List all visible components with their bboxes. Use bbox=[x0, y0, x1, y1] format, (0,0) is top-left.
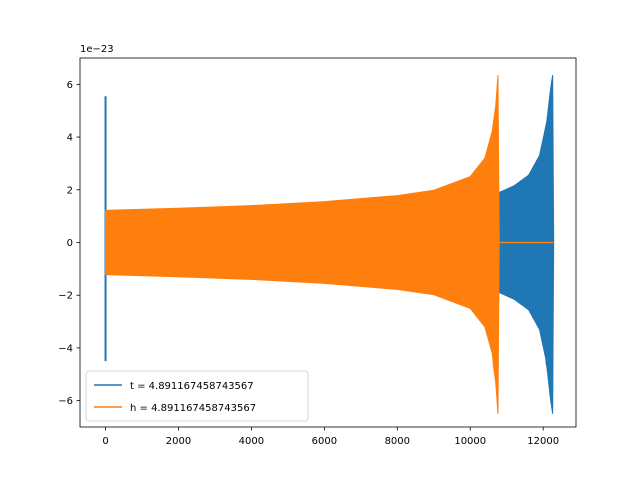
y-tick-label: 2 bbox=[67, 185, 73, 196]
x-tick-label: 12000 bbox=[527, 436, 559, 447]
legend[interactable]: t = 4.891167458743567 h = 4.8911674587435… bbox=[85, 370, 309, 422]
y-offset-text: 1e−23 bbox=[80, 44, 114, 55]
x-tick-label: 8000 bbox=[385, 436, 410, 447]
series-2 bbox=[105, 75, 554, 414]
legend-box bbox=[85, 370, 309, 422]
y-tick-label: 0 bbox=[67, 238, 73, 249]
legend-label-2: h = 4.891167458743567 bbox=[130, 403, 256, 414]
y-tick-label: −4 bbox=[58, 343, 73, 354]
x-tick-label: 6000 bbox=[312, 436, 337, 447]
x-tick-label: 2000 bbox=[166, 436, 191, 447]
y-tick-label: −6 bbox=[58, 396, 73, 407]
y-tick-label: −2 bbox=[58, 291, 73, 302]
plot-area bbox=[104, 75, 555, 414]
y-tick-label: 6 bbox=[67, 80, 73, 91]
series-2-band bbox=[105, 75, 500, 414]
y-axis: −6 −4 −2 0 2 4 6 bbox=[58, 80, 80, 407]
x-axis: 0 2000 4000 6000 8000 10000 12000 bbox=[102, 427, 559, 447]
x-tick-label: 0 bbox=[102, 436, 108, 447]
y-tick-label: 4 bbox=[67, 133, 73, 144]
legend-label-1: t = 4.891167458743567 bbox=[130, 381, 254, 392]
x-tick-label: 10000 bbox=[454, 436, 486, 447]
x-tick-label: 4000 bbox=[239, 436, 264, 447]
